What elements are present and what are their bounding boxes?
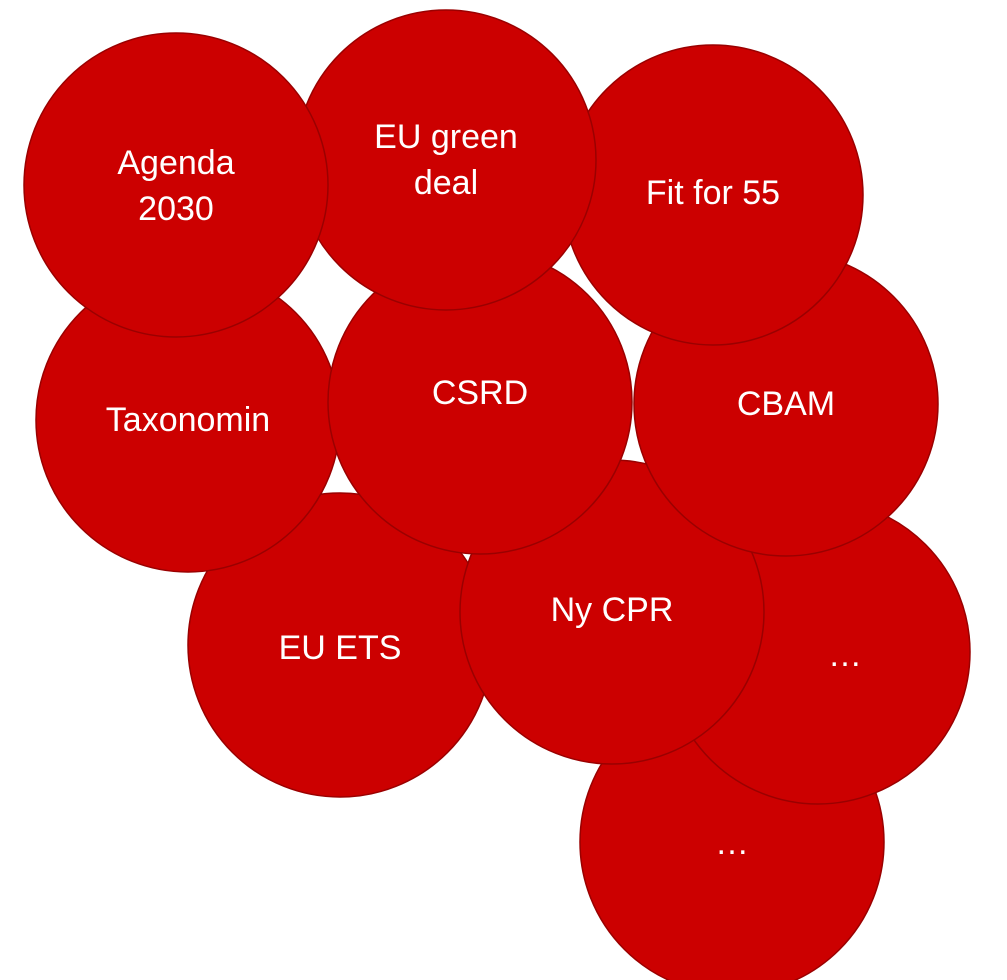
bubble-circle: [23, 32, 329, 338]
bubble-label: Fit for 55: [646, 174, 780, 212]
bubble-label: Agenda: [117, 144, 234, 182]
bubble-label: Taxonomin: [106, 401, 270, 439]
bubble-label: Ny CPR: [551, 591, 674, 629]
bubble-circle: [295, 9, 597, 311]
bubble-label: CSRD: [432, 374, 528, 412]
bubble-label: 2030: [138, 190, 214, 228]
bubble-label: EU green: [374, 118, 518, 156]
bubble-label: EU ETS: [279, 629, 402, 667]
bubble-label: deal: [414, 164, 478, 202]
bubble-label: …: [715, 824, 749, 862]
bubble: CSRD: [327, 249, 633, 555]
bubble: EU green deal: [295, 9, 597, 311]
bubble-label: CBAM: [737, 385, 835, 423]
bubble-label: …: [828, 636, 862, 674]
bubble: Fit for 55: [562, 44, 864, 346]
bubble: Agenda 2030: [23, 32, 329, 338]
